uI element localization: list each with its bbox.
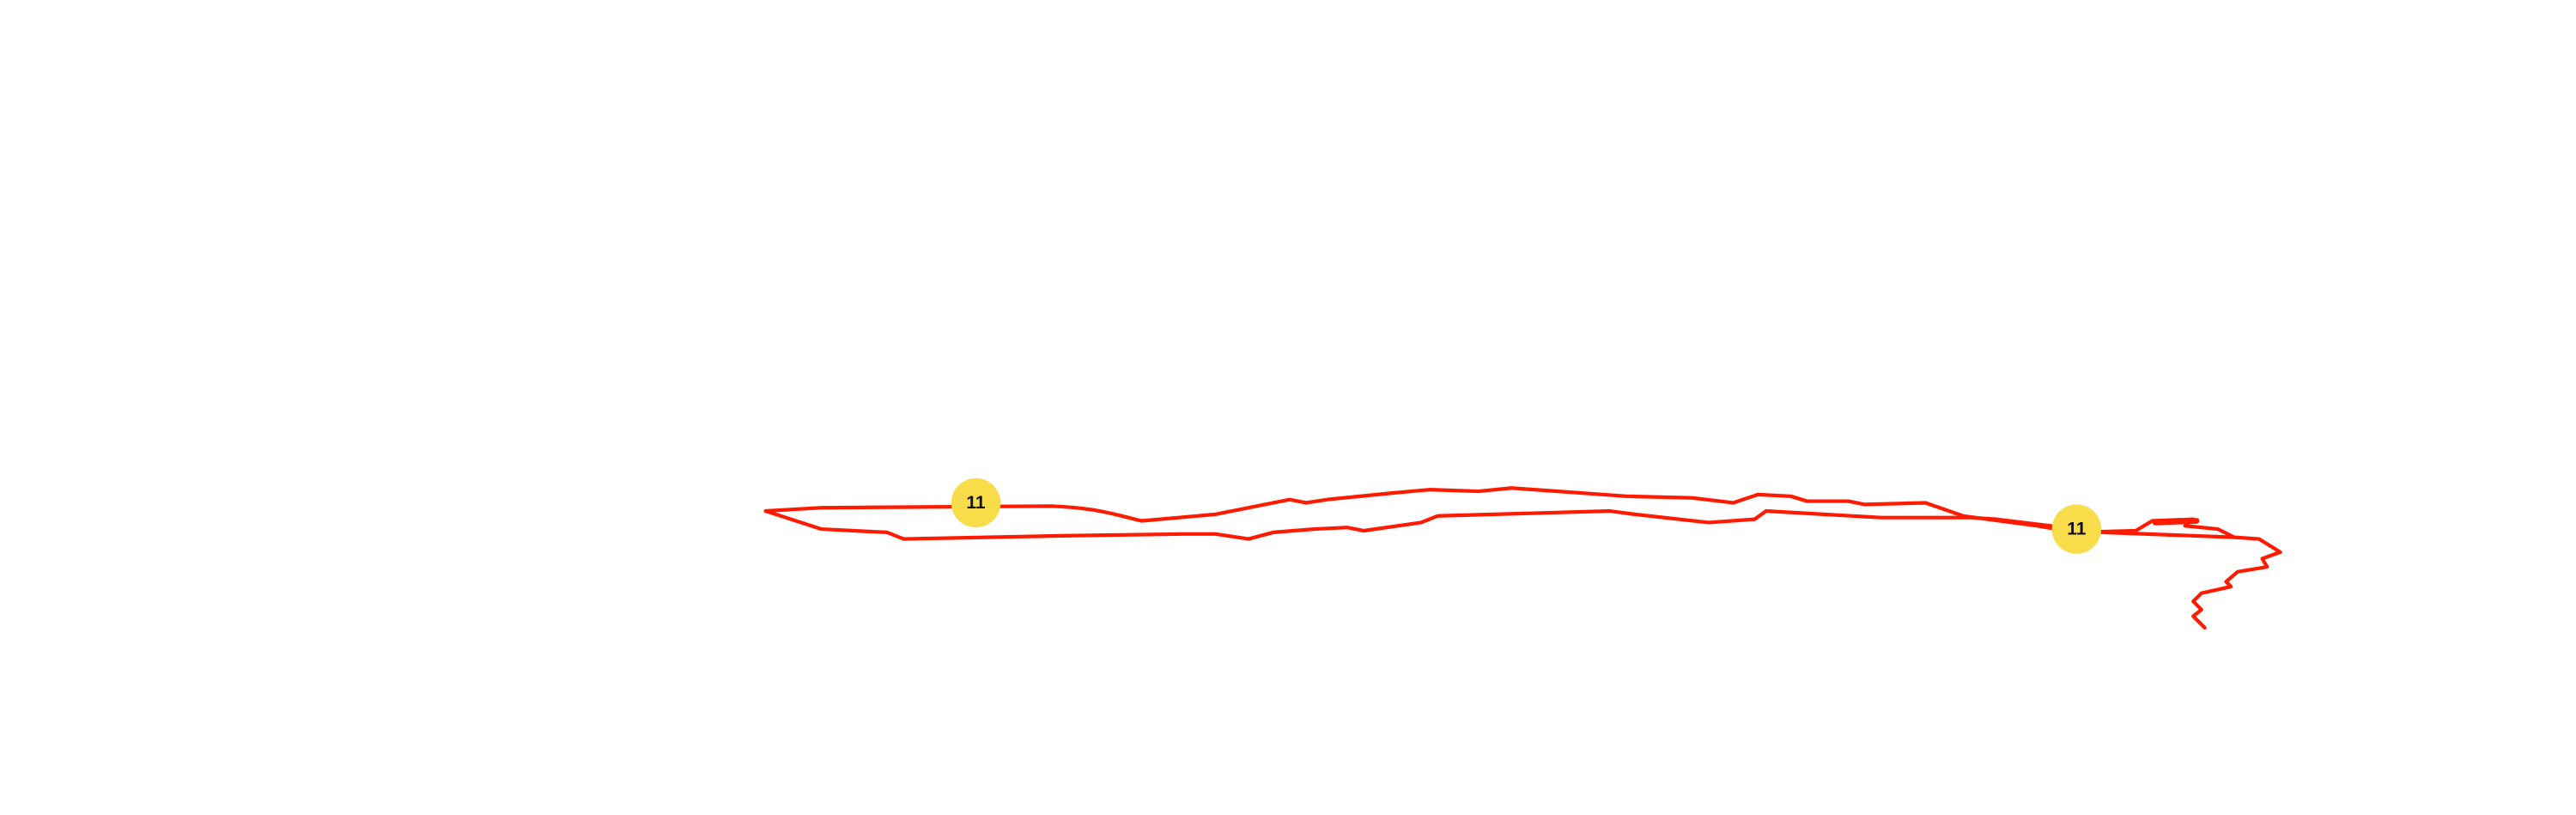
route xyxy=(763,486,2282,629)
marker-circle xyxy=(951,477,1001,528)
route-return xyxy=(764,508,2235,541)
route-knot xyxy=(2152,518,2200,526)
marker[interactable]: 11 xyxy=(2051,504,2102,554)
marker-label: 11 xyxy=(966,493,986,513)
marker-label: 11 xyxy=(2067,520,2087,539)
marker-circle xyxy=(2051,504,2102,554)
marker[interactable]: 11 xyxy=(951,477,1001,528)
